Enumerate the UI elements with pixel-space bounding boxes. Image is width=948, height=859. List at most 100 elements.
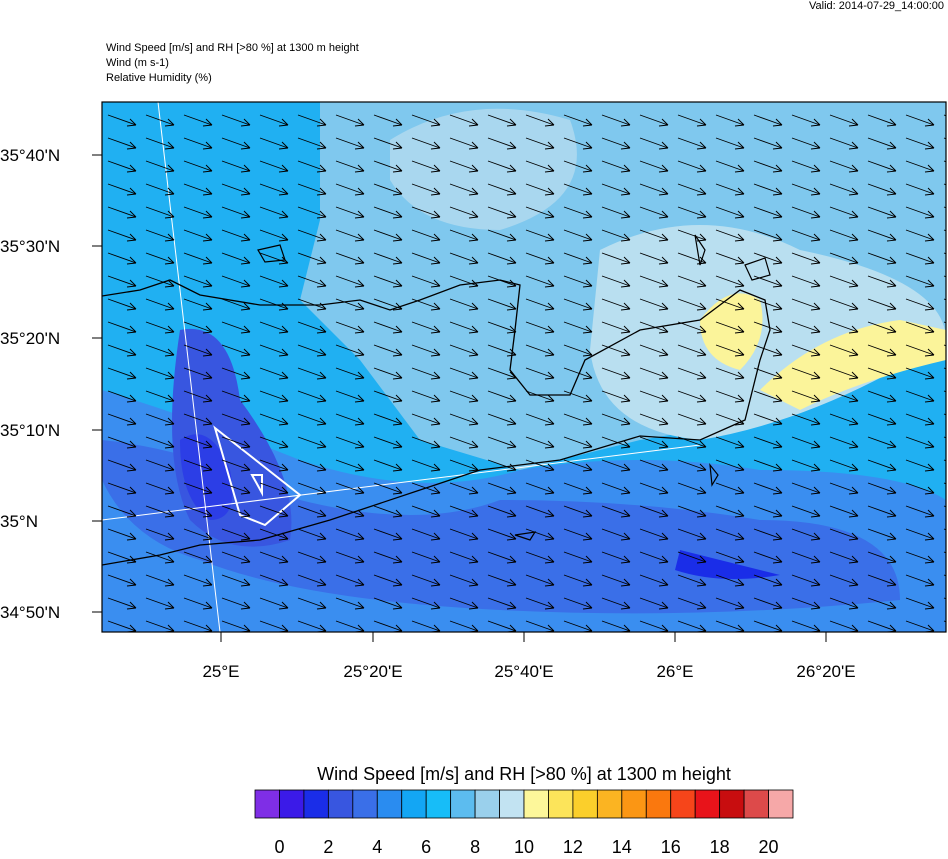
- title-line: Wind Speed [m/s] and RH [>80 %] at 1300 …: [106, 42, 359, 54]
- wind-arrow: [829, 252, 859, 265]
- wind-arrow: [791, 206, 821, 219]
- wind-arrow: [145, 252, 175, 265]
- wind-arrow: [753, 436, 783, 449]
- wind-arrow: [829, 551, 859, 564]
- wind-arrow: [411, 321, 441, 334]
- wind-arrow: [297, 321, 327, 334]
- wind-arrow: [449, 344, 479, 357]
- wind-arrow: [677, 183, 707, 196]
- wind-arrow: [221, 275, 251, 288]
- wind-arrow: [487, 321, 517, 334]
- wind-arrow: [487, 252, 517, 265]
- wind-arrow: [259, 229, 289, 242]
- wind-arrow: [677, 574, 707, 587]
- wind-arrow: [183, 390, 213, 403]
- wind-arrow: [905, 436, 935, 449]
- wind-arrow: [411, 206, 441, 219]
- wind-arrow: [677, 505, 707, 518]
- wind-arrow: [753, 528, 783, 541]
- wind-arrow: [563, 229, 593, 242]
- wind-arrow: [715, 436, 745, 449]
- wind-arrow: [335, 367, 365, 380]
- wind-arrow: [411, 574, 441, 587]
- wind-arrow: [107, 436, 137, 449]
- wind-arrow: [183, 597, 213, 610]
- wind-arrow: [563, 597, 593, 610]
- wind-arrow: [297, 229, 327, 242]
- wind-arrow: [715, 413, 745, 426]
- wind-arrow: [335, 206, 365, 219]
- colorbar-swatch: [523, 789, 549, 819]
- colorbar-swatch: [719, 789, 745, 819]
- wind-arrow: [221, 597, 251, 610]
- wind-arrow: [563, 482, 593, 495]
- wind-arrow: [221, 413, 251, 426]
- wind-arrow: [677, 597, 707, 610]
- wind-arrow: [829, 597, 859, 610]
- wind-arrow: [639, 528, 669, 541]
- colorbar-label: 10: [514, 837, 534, 854]
- wind-arrow: [601, 436, 631, 449]
- wind-arrow: [829, 298, 859, 311]
- wind-arrow: [639, 367, 669, 380]
- wind-arrow: [525, 206, 555, 219]
- wind-arrow: [297, 459, 327, 472]
- wind-arrow: [639, 505, 669, 518]
- wind-arrow: [373, 436, 403, 449]
- wind-arrow: [753, 183, 783, 196]
- wind-arrow: [107, 160, 137, 173]
- wind-arrow: [183, 344, 213, 357]
- wind-arrow: [297, 114, 327, 127]
- wind-arrow: [563, 114, 593, 127]
- wind-arrow: [373, 551, 403, 564]
- wind-arrow: [449, 183, 479, 196]
- wind-arrow: [715, 229, 745, 242]
- lat-label: 35°40'N: [0, 146, 60, 165]
- wind-arrow: [563, 183, 593, 196]
- lat-label: 35°20'N: [0, 329, 60, 348]
- wind-arrow: [715, 206, 745, 219]
- wind-arrow: [107, 206, 137, 219]
- wind-arrow: [753, 229, 783, 242]
- wind-arrow: [525, 344, 555, 357]
- wind-arrow: [715, 275, 745, 288]
- lon-label: 25°40'E: [494, 662, 553, 681]
- wind-arrow: [867, 252, 897, 265]
- wind-arrow: [867, 574, 897, 587]
- wind-arrow: [145, 321, 175, 334]
- wind-arrow: [335, 137, 365, 150]
- colorbar-label: 20: [759, 837, 779, 854]
- wind-arrow: [335, 459, 365, 472]
- wind-arrow: [791, 114, 821, 127]
- wind-arrow: [145, 298, 175, 311]
- wind-arrow: [829, 413, 859, 426]
- wind-arrow: [259, 390, 289, 403]
- wind-arrow: [867, 137, 897, 150]
- wind-arrow: [373, 597, 403, 610]
- wind-arrow: [297, 137, 327, 150]
- wind-arrow: [487, 459, 517, 472]
- wind-arrow: [905, 298, 935, 311]
- wind-arrow: [373, 390, 403, 403]
- wind-arrow: [487, 482, 517, 495]
- wind-arrow: [867, 597, 897, 610]
- wind-arrow: [183, 298, 213, 311]
- wind-arrow: [411, 160, 441, 173]
- wind-arrow: [715, 367, 745, 380]
- colorbar-label: 8: [470, 837, 480, 854]
- wind-arrow: [107, 482, 137, 495]
- wind-arrow: [601, 321, 631, 334]
- wind-arrow: [297, 482, 327, 495]
- wind-arrow: [563, 298, 593, 311]
- colorbar-swatch: [670, 789, 696, 819]
- wind-arrow: [259, 551, 289, 564]
- wind-arrow: [677, 551, 707, 564]
- wind-arrow: [563, 344, 593, 357]
- wind-arrow: [905, 390, 935, 403]
- wind-arrow: [829, 229, 859, 242]
- wind-arrow: [449, 482, 479, 495]
- wind-arrow: [715, 298, 745, 311]
- wind-arrow: [107, 275, 137, 288]
- wind-arrow: [601, 528, 631, 541]
- wind-arrow: [183, 574, 213, 587]
